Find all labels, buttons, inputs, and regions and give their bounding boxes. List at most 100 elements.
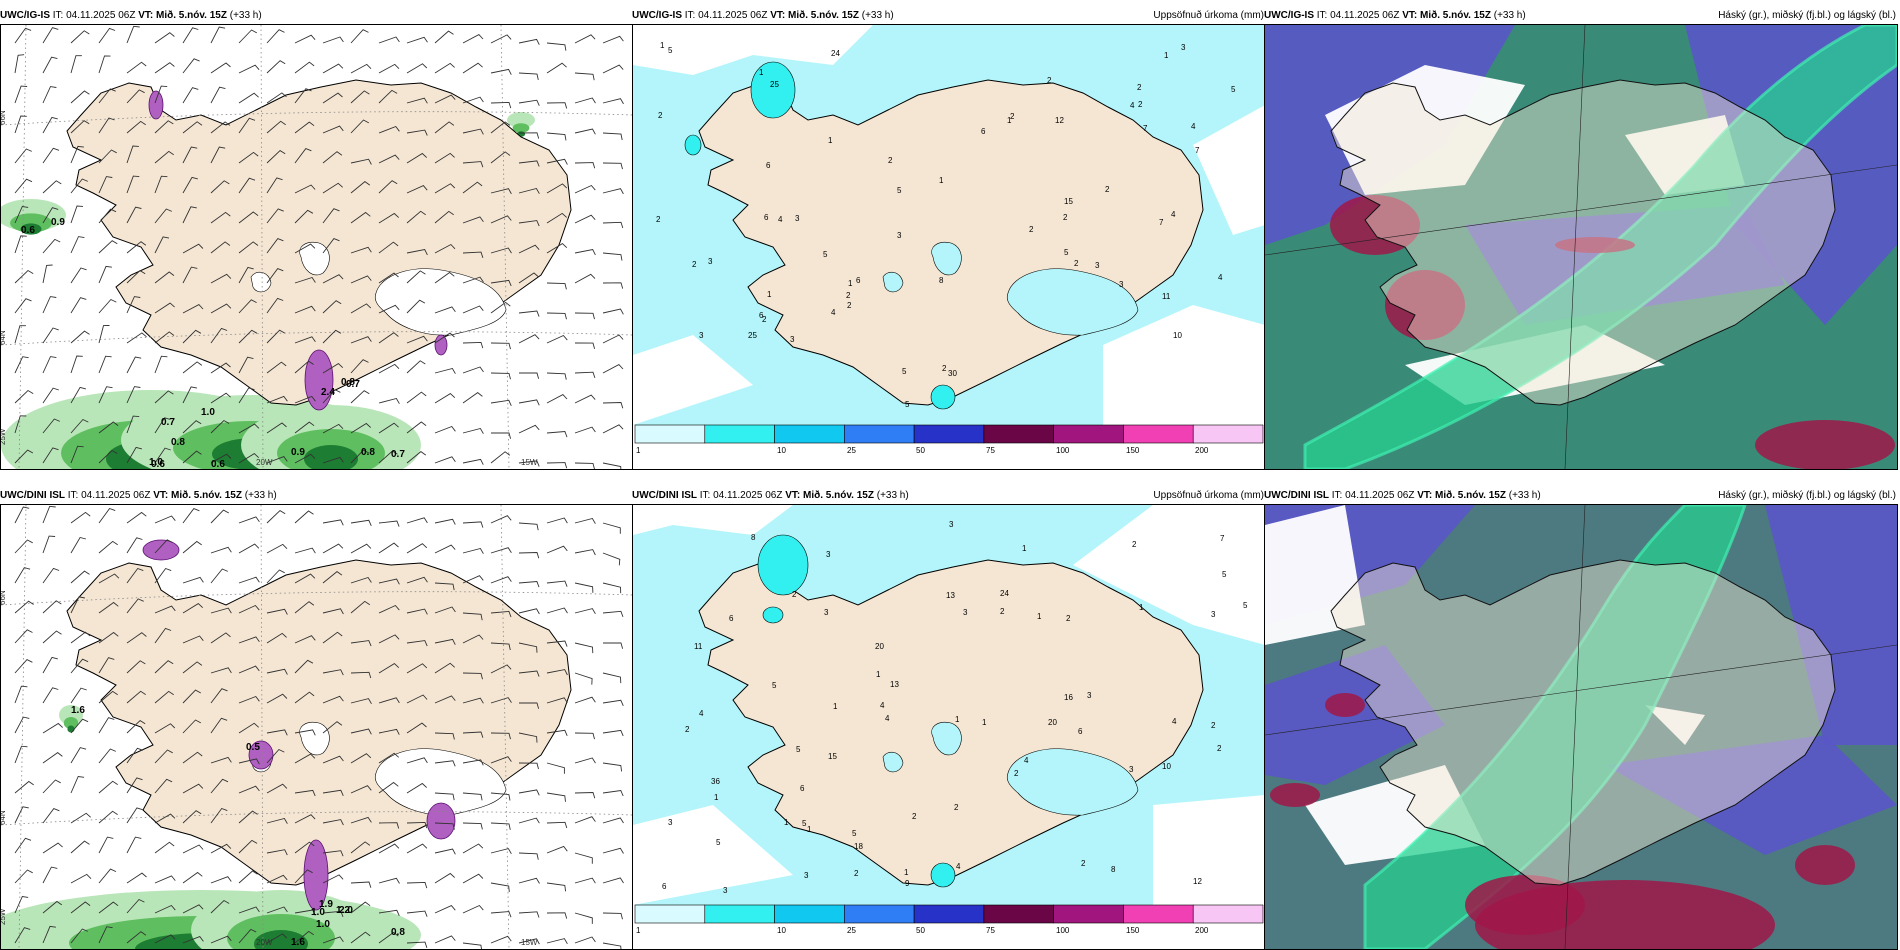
graticule-label: 64N	[1, 810, 7, 825]
wind-barb	[322, 519, 344, 526]
precip-value-label: 5	[668, 46, 673, 55]
wind-barb	[182, 904, 204, 914]
wind-barb	[126, 356, 142, 374]
wind-barb	[126, 511, 147, 524]
wind-barb	[462, 612, 483, 621]
wind-barb	[14, 235, 27, 254]
wind-barb	[378, 332, 399, 344]
precip-value-label: 16	[1064, 693, 1073, 702]
wind-barb	[210, 717, 228, 734]
wind-barb	[378, 422, 399, 434]
wind-barb	[238, 810, 258, 824]
lead-time: (+33 h)	[1493, 10, 1526, 21]
wind-barb	[210, 546, 232, 554]
it-label: IT:	[67, 490, 79, 501]
wind-barb	[574, 792, 596, 799]
cloud-map	[1265, 25, 1897, 469]
it-label: IT:	[1316, 10, 1328, 21]
wind-barb	[434, 848, 456, 855]
wind-barb	[518, 187, 540, 194]
no-precip-area	[1073, 505, 1265, 645]
wind-barb	[182, 810, 202, 824]
wind-barb	[266, 361, 287, 374]
wind-barb	[210, 419, 230, 434]
wind-barb	[126, 567, 144, 584]
mid-cloud-area	[1765, 505, 1897, 745]
wind-panel-bottom: UWC/DINI ISL IT: 04.11.2025 06Z VT: Mið.…	[0, 490, 634, 950]
wind-barb	[602, 98, 624, 105]
precip-value-label: 1	[1164, 51, 1169, 60]
wind-barb	[266, 297, 284, 314]
wind-barb	[182, 540, 202, 554]
wind-barb	[518, 642, 538, 653]
clear-sky-area	[1325, 65, 1525, 195]
wind-barb	[266, 395, 288, 404]
wind-barb	[378, 877, 400, 884]
wind-barb	[182, 386, 198, 404]
precip-value-label: 3	[1211, 610, 1216, 619]
glacier-outline	[250, 271, 272, 293]
precip-value-label: 4	[1172, 717, 1177, 726]
wind-barb	[42, 180, 62, 194]
wind-barb	[406, 391, 427, 404]
wind-barb	[70, 687, 87, 704]
precip-value-label: 1	[904, 868, 909, 877]
precip-value-label: 12	[1193, 877, 1202, 886]
wind-barb	[602, 672, 622, 684]
wind-barb	[406, 640, 428, 647]
colorbar-tick-label: 75	[986, 926, 995, 935]
wind-barb	[154, 904, 176, 914]
wind-barb	[490, 848, 512, 855]
wind-barb	[491, 432, 512, 439]
wind-barb	[42, 900, 63, 914]
wind-barb	[14, 85, 28, 104]
wind-barb	[546, 243, 568, 254]
colorbar-segment	[844, 904, 915, 924]
wind-barb	[182, 87, 199, 104]
precip-value-label: 0.9	[291, 447, 305, 458]
precip-value-label: 1	[982, 718, 987, 727]
wind-barb	[42, 327, 59, 344]
wind-barb	[574, 162, 596, 169]
glacier-outline	[931, 722, 962, 756]
wind-barb	[42, 418, 60, 434]
wind-barb	[434, 638, 456, 645]
precip-value-label: 3	[804, 871, 809, 880]
wind-barb	[518, 424, 540, 434]
wind-barb	[602, 462, 622, 469]
low-cloud-area	[1755, 420, 1895, 469]
wind-barb	[406, 299, 426, 314]
cloud-title: Háský (gr.), miðský (fj.bl.) og lágský (…	[1718, 10, 1896, 21]
no-precip-area	[633, 805, 793, 905]
wind-barb	[378, 304, 400, 314]
init-time: 04.11.2025 06Z	[1345, 490, 1415, 501]
wind-barb	[294, 395, 316, 404]
wind-barb	[294, 336, 316, 344]
precip-value-label: 2	[685, 725, 690, 734]
wind-barb	[518, 817, 540, 824]
wind-barb	[294, 729, 316, 736]
wind-barb	[154, 660, 174, 674]
snow-area	[426, 802, 456, 840]
wind-barb	[42, 207, 59, 224]
wind-barb	[546, 517, 568, 524]
wind-barb	[210, 568, 228, 584]
wind-barb	[350, 158, 372, 165]
wind-barb	[14, 869, 33, 884]
colorbar: 110255075100150200400	[634, 424, 1264, 455]
graticule-label: 64N	[1, 330, 7, 345]
wind-barb	[406, 36, 428, 44]
precip-value-label: 5	[796, 745, 801, 754]
wind-barb	[518, 762, 539, 770]
wind-barb	[210, 607, 232, 614]
wind-barb	[210, 667, 232, 674]
precip-value-label: 5	[905, 400, 910, 409]
wind-barb	[546, 792, 566, 802]
wind-barb	[42, 296, 57, 314]
wind-barb	[238, 177, 256, 194]
precip-value-label: 1.6	[71, 705, 85, 716]
wind-barb	[42, 808, 60, 824]
precip-value-label: 1.0	[311, 907, 325, 918]
valid-time: Mið. 5.nóv. 15Z	[788, 10, 859, 21]
wind-barb	[14, 659, 33, 674]
